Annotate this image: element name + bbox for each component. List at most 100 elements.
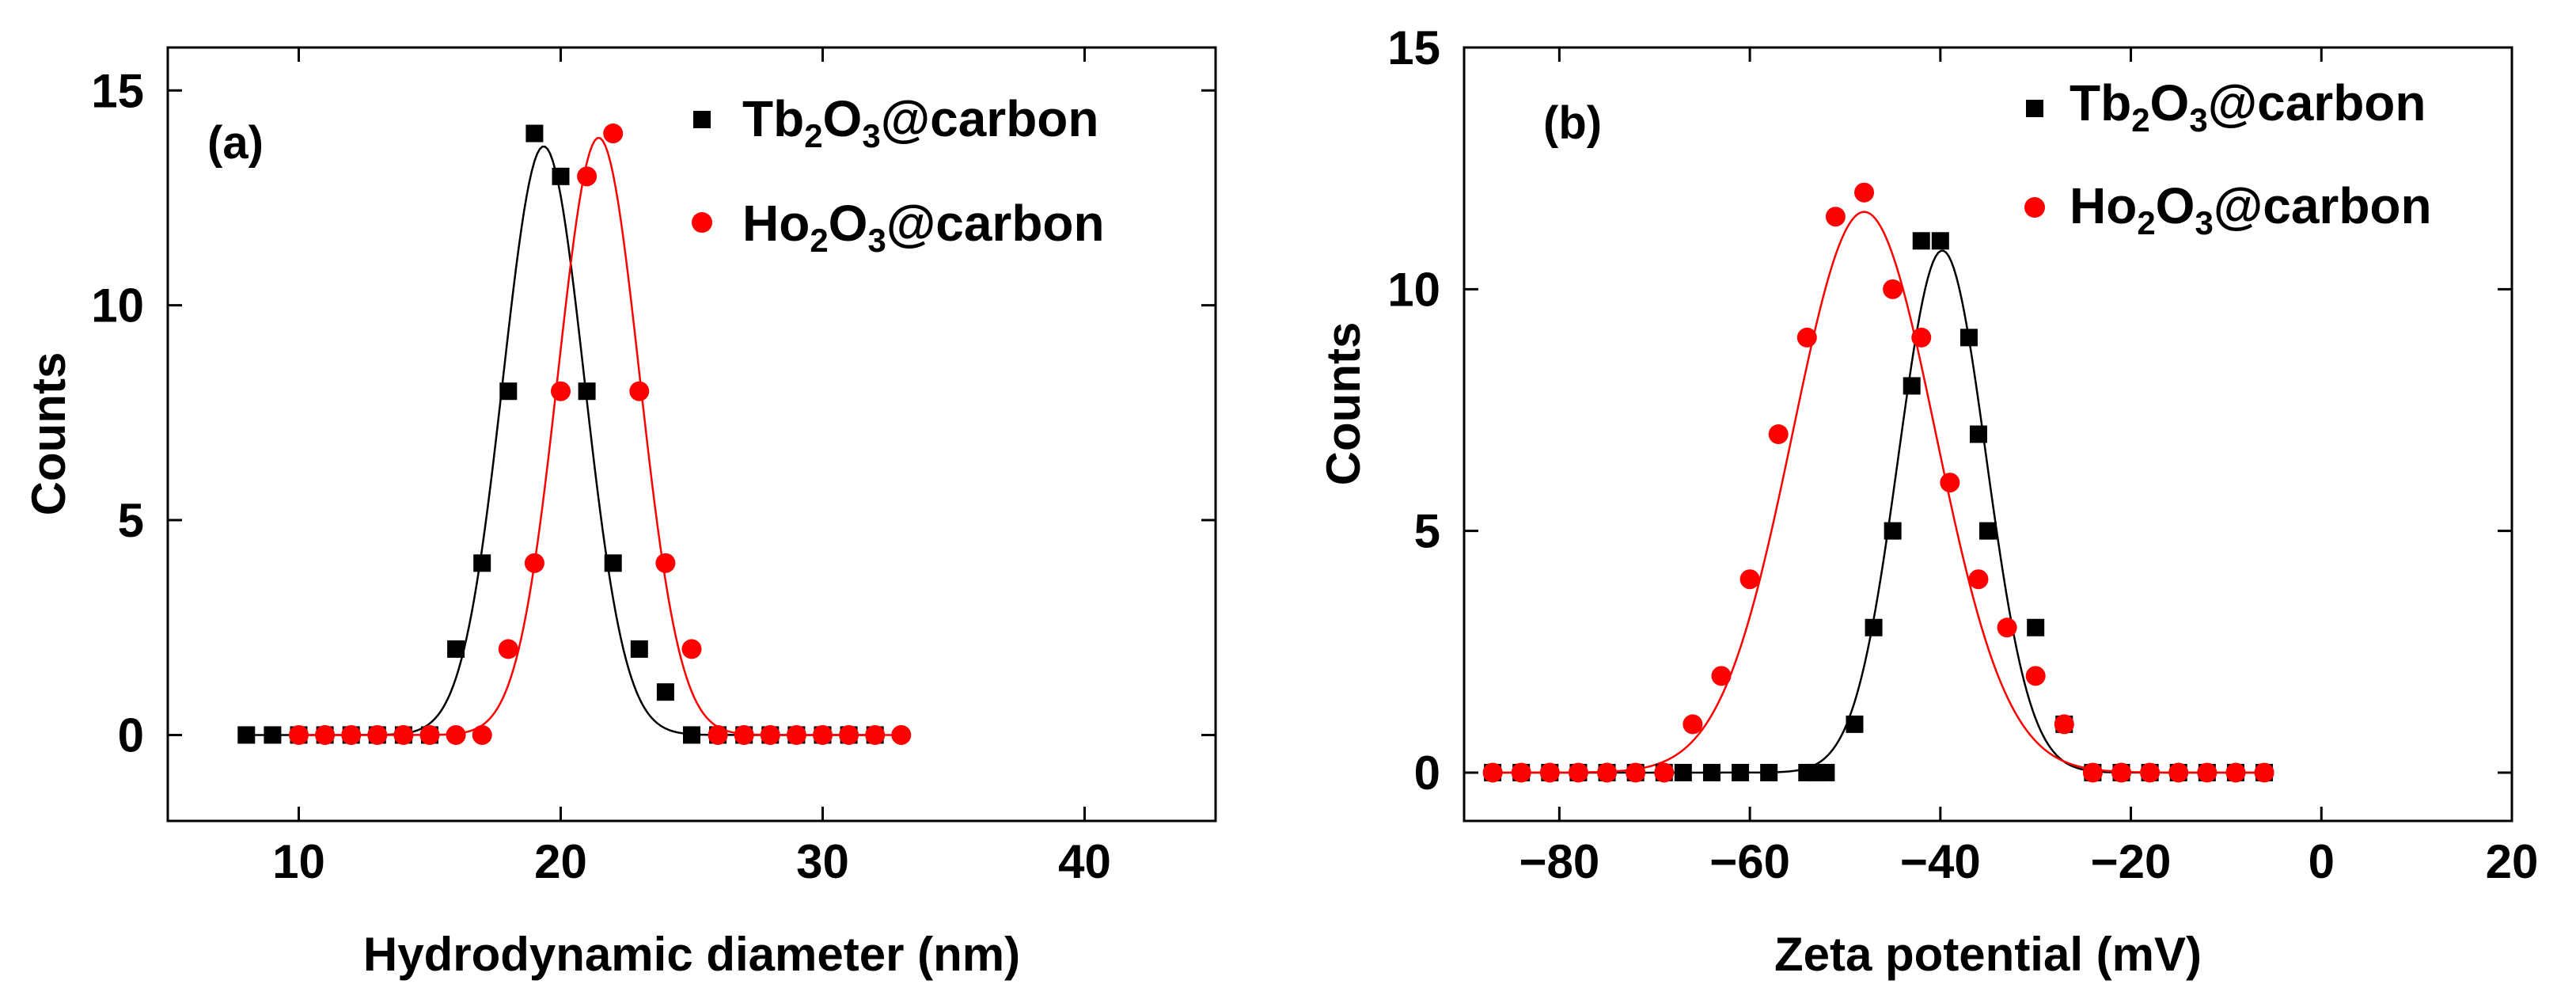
panel-label-a: (a)	[207, 117, 264, 169]
data-point-ho-a	[577, 166, 598, 187]
data-point-ho-a	[865, 724, 886, 745]
data-point-ho-b	[1683, 714, 1703, 735]
y-axis-label-a: Counts	[22, 352, 75, 516]
plot-frame-b	[1463, 46, 2513, 823]
data-point-tb-a	[683, 726, 700, 744]
data-point-ho-b	[1654, 762, 1675, 783]
data-point-ho-a	[603, 123, 624, 144]
plot-frame-a	[166, 46, 1217, 823]
data-point-ho-a	[734, 724, 754, 745]
data-point-tb-b	[1979, 522, 1997, 540]
data-point-ho-b	[1597, 762, 1618, 783]
data-point-tb-a	[264, 726, 282, 744]
data-point-tb-b	[1702, 763, 1720, 781]
data-point-tb-b	[1884, 522, 1902, 540]
data-point-tb-a	[552, 167, 570, 185]
data-point-ho-b	[2111, 762, 2132, 783]
data-point-ho-b	[2225, 762, 2246, 783]
fit-curves-b	[1493, 211, 2263, 774]
x-tick-label-b: 0	[2309, 835, 2335, 888]
data-point-ho-b	[2254, 762, 2274, 783]
data-point-tb-b	[1903, 377, 1921, 395]
data-point-ho-a	[498, 639, 518, 659]
y-axis-label-b: Counts	[1317, 322, 1370, 486]
legend-marker-tb-a	[693, 111, 711, 128]
data-point-ho-b	[1883, 279, 1903, 299]
data-point-ho-a	[708, 724, 728, 745]
y-tick-label-b: 0	[1414, 747, 1440, 800]
data-point-ho-a	[681, 639, 702, 659]
legend-marker-tb-b	[2026, 100, 2043, 117]
legend-b: Tb2O3@carbon Ho2O3@carbon	[2024, 74, 2432, 241]
axis-ticks-a: 10 20 30 40 0 5 10 15	[91, 47, 1216, 888]
panel-b: −80 −60 −40 −20 0 20 0 5 10 15 (b) Zeta potential…	[1317, 21, 2538, 981]
data-point-ho-a	[367, 724, 388, 745]
data-point-ho-b	[1854, 182, 1875, 203]
legend-label-ho-b: Ho2O3@carbon	[2070, 177, 2432, 241]
data-point-ho-b	[1825, 207, 1846, 227]
data-point-ho-b	[1626, 762, 1646, 783]
x-tick-label-a: 10	[272, 835, 325, 888]
data-point-ho-a	[393, 724, 414, 745]
x-tick-label-b: −60	[1709, 835, 1790, 888]
x-axis-label-a: Hydrodynamic diameter (nm)	[363, 928, 1020, 981]
data-point-ho-b	[1711, 666, 1732, 686]
data-point-tb-b	[1912, 232, 1930, 250]
fit-curve-ho-b	[1493, 211, 2263, 774]
x-tick-label-b: 20	[2486, 835, 2539, 888]
data-point-ho-a	[472, 724, 492, 745]
data-point-ho-a	[813, 724, 833, 745]
data-point-tb-b	[1846, 715, 1864, 733]
data-point-tb-a	[499, 382, 518, 401]
data-point-ho-b	[2082, 762, 2103, 783]
data-point-tb-b	[1732, 763, 1750, 781]
data-point-ho-b	[2168, 762, 2189, 783]
data-point-tb-a	[656, 683, 674, 701]
data-point-ho-a	[551, 381, 571, 401]
data-point-ho-b	[1940, 473, 1960, 493]
data-point-ho-a	[524, 553, 544, 573]
axis-ticks-b: −80 −60 −40 −20 0 20 0 5 10 15	[1387, 21, 2538, 888]
data-point-ho-b	[1539, 762, 1560, 783]
data-point-ho-a	[446, 724, 466, 745]
data-point-ho-a	[419, 724, 440, 745]
x-tick-label-b: −20	[2091, 835, 2172, 888]
x-tick-label-b: −80	[1519, 835, 1599, 888]
legend-marker-ho-a	[692, 212, 712, 233]
data-point-tb-b	[1865, 618, 1883, 636]
data-point-ho-b	[1968, 569, 1989, 590]
legend-label-tb-a: Tb2O3@carbon	[742, 90, 1098, 154]
data-point-ho-a	[655, 553, 676, 573]
y-tick-label-b: 10	[1387, 263, 1440, 316]
x-tick-label-a: 40	[1058, 835, 1111, 888]
data-point-ho-b	[2140, 762, 2161, 783]
data-point-ho-a	[786, 724, 806, 745]
data-point-tb-a	[578, 382, 596, 401]
data-point-ho-b	[1511, 762, 1531, 783]
data-point-ho-b	[1739, 569, 1760, 590]
data-points-b	[1482, 182, 2274, 783]
data-point-ho-a	[629, 381, 650, 401]
x-tick-label-a: 30	[796, 835, 849, 888]
data-point-ho-b	[2197, 762, 2217, 783]
data-point-ho-a	[289, 724, 309, 745]
legend-marker-ho-b	[2024, 197, 2045, 218]
data-point-ho-b	[1997, 617, 2017, 638]
data-point-ho-b	[1568, 762, 1588, 783]
data-point-ho-b	[1911, 327, 1932, 348]
data-point-tb-a	[630, 640, 648, 658]
data-point-tb-b	[1674, 763, 1692, 781]
y-tick-label-a: 5	[118, 494, 144, 547]
data-point-tb-a	[447, 640, 465, 658]
legend-label-ho-a: Ho2O3@carbon	[742, 195, 1105, 259]
data-point-ho-a	[341, 724, 362, 745]
data-point-tb-b	[1960, 329, 1978, 347]
y-tick-label-a: 0	[118, 709, 144, 762]
data-point-ho-b	[1482, 762, 1503, 783]
data-point-ho-a	[760, 724, 780, 745]
data-point-ho-a	[315, 724, 336, 745]
data-point-tb-b	[1931, 232, 1949, 250]
data-point-tb-a	[237, 726, 256, 744]
y-tick-label-a: 10	[91, 279, 144, 332]
